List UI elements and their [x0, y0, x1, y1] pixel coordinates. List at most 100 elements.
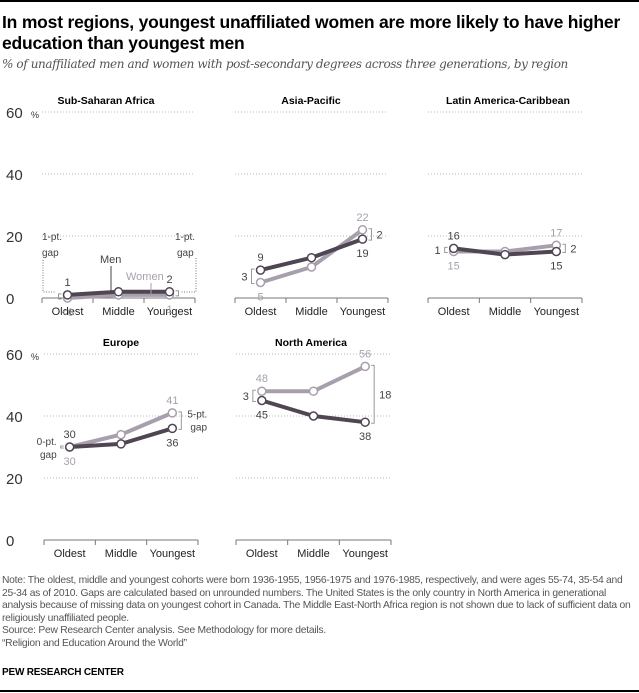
gap-label-oldest: 0-pt. — [37, 437, 57, 448]
women-point — [306, 262, 317, 272]
panel-title: North America — [275, 337, 347, 349]
women-point — [167, 408, 178, 418]
men-value-label: 38 — [359, 431, 371, 443]
gap-label-youngest: 18 — [379, 389, 391, 401]
brand-label: PEW RESEARCH CENTER — [2, 667, 124, 678]
x-tick-label: Middle — [105, 548, 137, 560]
x-tick-label: Oldest — [246, 548, 278, 560]
gap-bracket-youngest — [371, 364, 375, 424]
y-tick-label: 0 — [6, 533, 14, 550]
gap-bracket-youngest — [175, 290, 179, 297]
men-value-label: 36 — [166, 437, 178, 449]
men-point — [500, 249, 510, 260]
x-tick-label: Oldest — [245, 306, 277, 318]
men-point — [357, 234, 368, 244]
gap-label-youngest-2: gap — [177, 248, 194, 259]
gap-bracket-youngest — [562, 243, 566, 253]
panel-title: Europe — [103, 337, 139, 349]
x-tick-label: Oldest — [52, 306, 84, 318]
women-value-label: 15 — [448, 261, 460, 273]
men-point — [113, 287, 124, 297]
gap-label-youngest: 1-pt. — [175, 232, 195, 243]
chart-subtitle: % of unaffiliated men and women with pos… — [2, 57, 568, 71]
gap-label-youngest: 5-pt. — [187, 410, 207, 421]
gap-bracket-oldest — [444, 246, 448, 253]
men-point — [360, 417, 370, 427]
y-tick-label: 40 — [6, 167, 23, 184]
men-point — [306, 252, 317, 263]
panel-title: Asia-Pacific — [281, 95, 341, 107]
bottom-rule — [0, 690, 639, 692]
men-point — [64, 442, 75, 452]
x-tick-label: Youngest — [342, 548, 387, 560]
x-tick-label: Youngest — [147, 306, 192, 318]
y-tick-label: 60 — [6, 347, 23, 364]
y-unit-label: % — [31, 352, 39, 362]
men-series-label: Men — [100, 254, 121, 266]
y-tick-label: 0 — [6, 291, 14, 308]
gap-bracket-youngest — [178, 411, 182, 430]
notes-block: Note: The oldest, middle and youngest co… — [2, 575, 638, 651]
men-value-label: 1 — [64, 277, 70, 289]
panel-title: Sub-Saharan Africa — [57, 95, 154, 107]
women-point — [116, 429, 126, 440]
gap-bracket-oldest — [252, 389, 256, 402]
women-series-label: Women — [126, 271, 164, 283]
panel-title: Latin America-Caribbean — [446, 95, 570, 107]
men-point — [164, 287, 175, 297]
men-point — [308, 411, 319, 421]
men-value-label: 2 — [166, 274, 172, 286]
men-value-label: 16 — [448, 230, 460, 242]
gap-label-oldest: 1-pt. — [42, 232, 62, 243]
x-tick-label: Middle — [295, 306, 327, 318]
y-tick-label: 60 — [6, 105, 23, 122]
gap-label-youngest: 2 — [570, 243, 576, 255]
gap-label-youngest: 2 — [377, 229, 383, 241]
y-unit-label: % — [31, 110, 39, 120]
men-value-label: 9 — [257, 252, 263, 264]
x-tick-label: Middle — [102, 306, 134, 318]
gap-leader-oldest — [42, 260, 55, 293]
men-point — [255, 265, 266, 275]
women-value-label: 56 — [359, 348, 371, 360]
men-point — [551, 246, 562, 257]
men-point — [62, 290, 73, 300]
women-value-label: 1 — [166, 304, 172, 316]
women-value-label: 5 — [257, 292, 263, 304]
men-value-label: 45 — [256, 410, 268, 422]
women-value-label: 22 — [356, 212, 368, 224]
women-value-label: 17 — [550, 227, 562, 239]
women-value-label: 30 — [64, 456, 76, 468]
x-tick-label: Middle — [489, 306, 521, 318]
y-tick-label: 40 — [6, 409, 23, 426]
chart-title: In most regions, youngest unaffiliated w… — [2, 12, 621, 53]
y-tick-label: 20 — [6, 471, 23, 488]
gap-leader-youngest — [180, 258, 197, 293]
gap-label-oldest: 3 — [241, 271, 247, 283]
men-point — [116, 439, 126, 449]
women-value-label: <0 — [61, 307, 74, 319]
women-value-label: 48 — [256, 373, 268, 385]
top-rule — [0, 0, 639, 2]
women-point — [255, 277, 266, 288]
gap-bracket-youngest — [368, 228, 372, 241]
women-value-label: 41 — [166, 395, 178, 407]
gap-bracket-oldest — [58, 293, 62, 300]
men-point — [167, 423, 178, 434]
gap-label-youngest-2: gap — [190, 423, 207, 434]
men-point — [257, 395, 267, 406]
men-point — [448, 243, 459, 254]
x-tick-label: Oldest — [54, 548, 86, 560]
x-tick-label: Youngest — [534, 306, 579, 318]
x-tick-label: Youngest — [150, 548, 195, 560]
x-tick-label: Middle — [297, 548, 329, 560]
gap-label-oldest-2: gap — [42, 248, 59, 259]
report-title: “Religion and Education Around the World… — [2, 637, 187, 649]
gap-label-oldest-2: gap — [40, 450, 57, 461]
men-value-label: 30 — [64, 429, 76, 441]
gap-label-oldest: 3 — [243, 391, 249, 403]
women-point — [308, 386, 319, 396]
men-value-label: 19 — [356, 248, 368, 260]
source-text: Source: Pew Research Center analysis. Se… — [2, 625, 326, 637]
